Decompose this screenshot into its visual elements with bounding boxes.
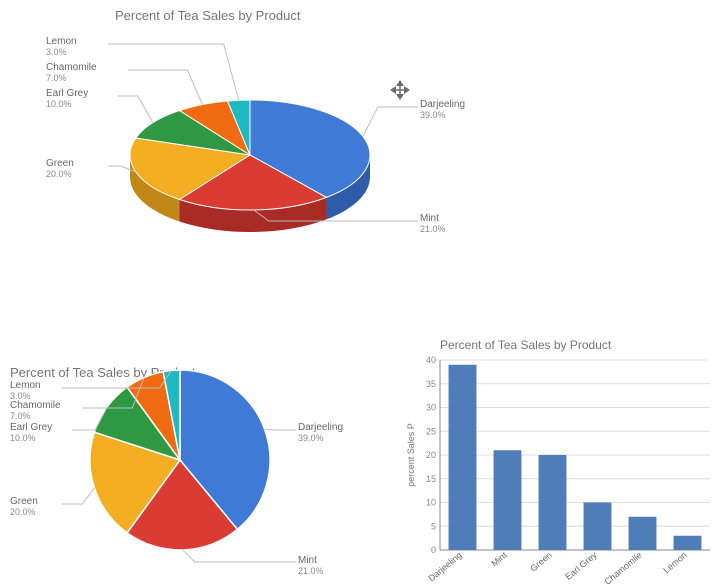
- pie2d-label-darjeeling: Darjeeling 39.0%: [298, 422, 343, 443]
- label-pct: 7.0%: [10, 411, 80, 421]
- pie3d-label-earlgrey: Earl Grey 10.0%: [46, 88, 116, 109]
- label-pct: 10.0%: [46, 99, 116, 109]
- label-pct: 3.0%: [10, 391, 60, 401]
- pie3d-label-lemon: Lemon 3.0%: [46, 36, 106, 57]
- label-pct: 39.0%: [298, 433, 343, 443]
- pie2d-label-earlgrey: Earl Grey 10.0%: [10, 422, 70, 443]
- label-pct: 21.0%: [298, 566, 324, 576]
- label-pct: 3.0%: [46, 47, 106, 57]
- svg-text:35: 35: [426, 379, 436, 389]
- label-pct: 20.0%: [46, 169, 106, 179]
- pie2d-label-lemon: Lemon 3.0%: [10, 380, 60, 401]
- svg-text:Chamomile: Chamomile: [602, 550, 643, 587]
- pie2d-label-chamomile: Chamomile 7.0%: [10, 400, 80, 421]
- svg-text:10: 10: [426, 498, 436, 508]
- svg-text:15: 15: [426, 474, 436, 484]
- svg-text:5: 5: [431, 521, 436, 531]
- label-text: Earl Grey: [10, 422, 70, 433]
- label-text: Chamomile: [10, 400, 80, 411]
- svg-text:Mint: Mint: [489, 550, 509, 569]
- svg-text:percent Sales P: percent Sales P: [406, 423, 416, 487]
- label-text: Lemon: [10, 380, 60, 391]
- pie3d-label-green: Green 20.0%: [46, 158, 106, 179]
- svg-text:40: 40: [426, 355, 436, 365]
- label-text: Darjeeling: [298, 422, 343, 433]
- pie3d-label-mint: Mint 21.0%: [420, 213, 446, 234]
- svg-text:Lemon: Lemon: [661, 550, 689, 575]
- label-pct: 21.0%: [420, 224, 446, 234]
- svg-text:25: 25: [426, 426, 436, 436]
- svg-text:Earl Grey: Earl Grey: [563, 550, 599, 582]
- label-pct: 7.0%: [46, 73, 126, 83]
- label-pct: 39.0%: [420, 110, 465, 120]
- svg-text:0: 0: [431, 545, 436, 555]
- svg-text:Green: Green: [528, 550, 554, 574]
- label-text: Darjeeling: [420, 99, 465, 110]
- pie2d-label-green: Green 20.0%: [10, 496, 60, 517]
- svg-text:30: 30: [426, 403, 436, 413]
- label-text: Green: [10, 496, 60, 507]
- label-pct: 10.0%: [10, 433, 70, 443]
- label-text: Mint: [420, 213, 446, 224]
- label-text: Green: [46, 158, 106, 169]
- label-pct: 20.0%: [10, 507, 60, 517]
- svg-text:20: 20: [426, 450, 436, 460]
- pie3d-label-darjeeling: Darjeeling 39.0%: [420, 99, 465, 120]
- move-cursor-icon: [390, 80, 410, 100]
- label-text: Lemon: [46, 36, 106, 47]
- pie3d-label-chamomile: Chamomile 7.0%: [46, 62, 126, 83]
- label-text: Mint: [298, 555, 324, 566]
- label-text: Earl Grey: [46, 88, 116, 99]
- pie2d-label-mint: Mint 21.0%: [298, 555, 324, 576]
- label-text: Chamomile: [46, 62, 126, 73]
